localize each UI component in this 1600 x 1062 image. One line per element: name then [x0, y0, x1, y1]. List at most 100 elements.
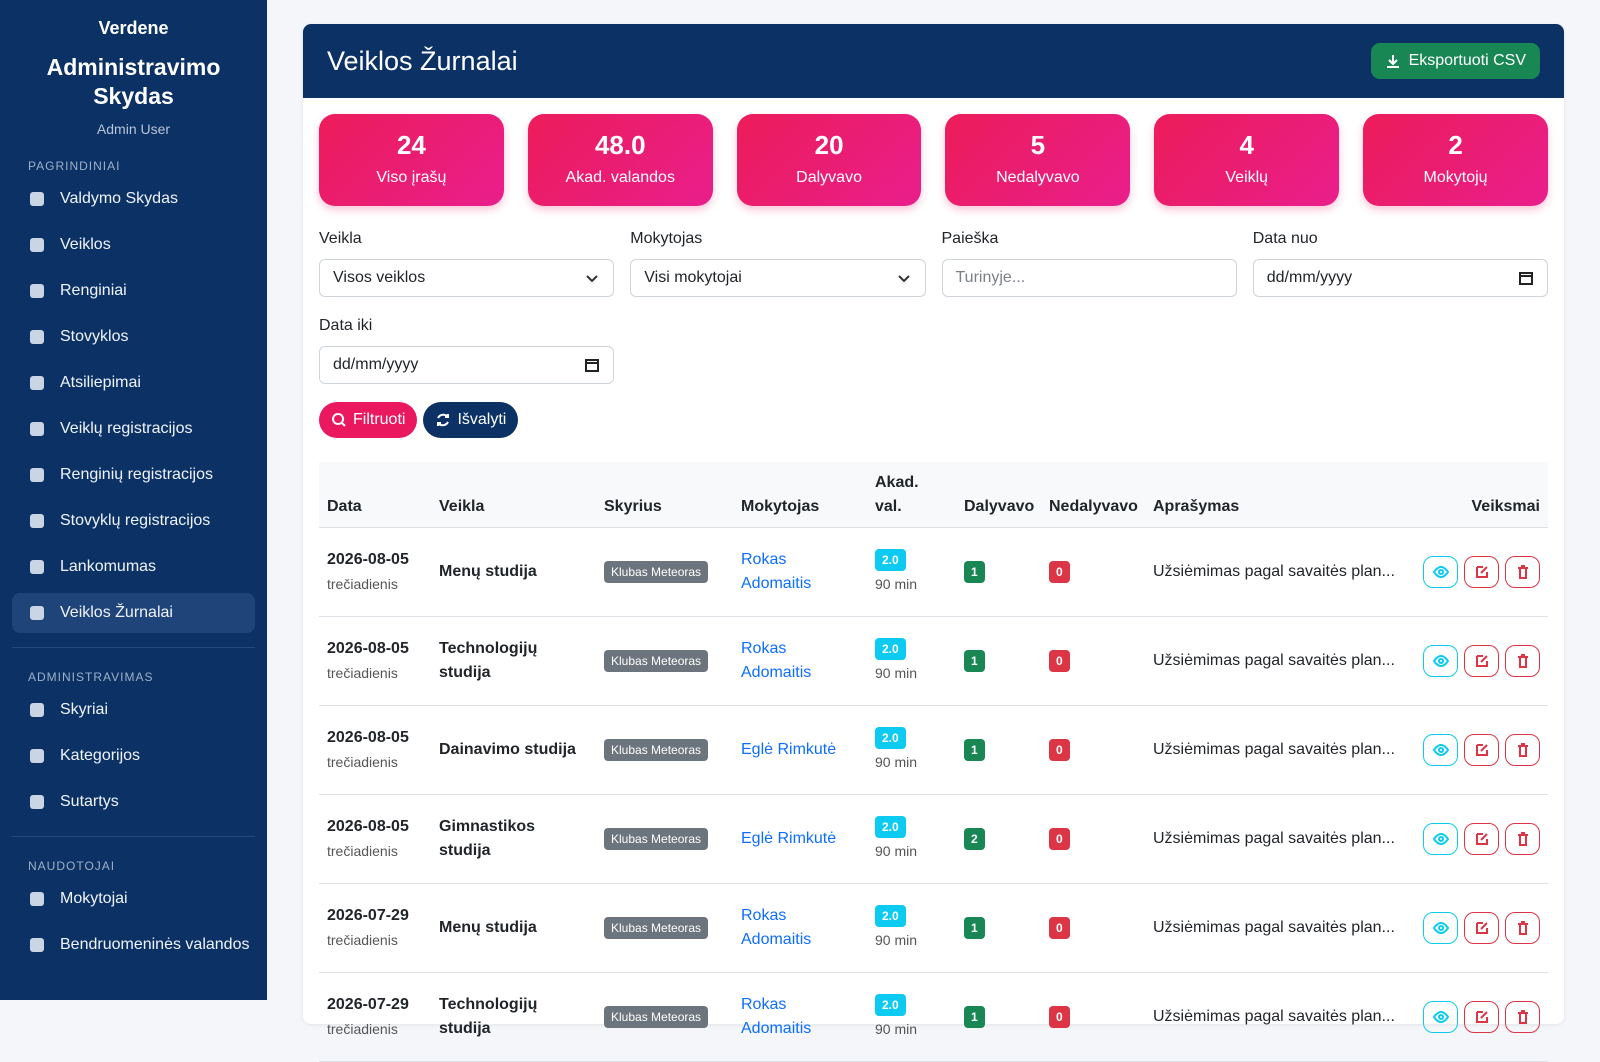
- weekday: trečiadienis: [327, 931, 398, 948]
- column-header: Veiksmai: [1415, 462, 1548, 528]
- filters: Veikla Visos veiklos Mokytojas Visi mokytoj…: [303, 206, 1564, 384]
- view-button[interactable]: [1423, 555, 1458, 588]
- stat-label: Mokytojų: [1423, 169, 1488, 186]
- eye-icon: [1432, 743, 1449, 756]
- edit-icon: [1475, 1010, 1488, 1023]
- absent-cell: 0: [1041, 794, 1145, 884]
- nav-link[interactable]: Valdymo Skydas: [12, 179, 255, 219]
- nav-label: Valdymo Skydas: [60, 190, 178, 207]
- nav-label: Stovyklos: [60, 328, 129, 345]
- chevron-icon: [897, 275, 910, 283]
- stat-card: 48.0 Akad. valandos: [527, 114, 713, 206]
- stats: 24 Viso įrašų 48.0 Akad. valandos 20 Dalyvavo…: [303, 98, 1564, 206]
- export-label: Eksportuoti CSV: [1408, 52, 1526, 69]
- filter-input[interactable]: dd/mm/yyyy: [319, 346, 615, 384]
- teacher-link[interactable]: Rokas Adomaitis: [741, 995, 812, 1037]
- actions: [1423, 644, 1540, 677]
- trash-icon: [1517, 653, 1528, 668]
- nav-link[interactable]: Renginių registracijos: [12, 455, 255, 495]
- trash-icon: [1517, 920, 1528, 935]
- nav-icon: [30, 892, 44, 906]
- delete-button[interactable]: [1505, 644, 1540, 677]
- trash-icon: [1517, 564, 1528, 579]
- delete-button[interactable]: [1505, 1000, 1540, 1033]
- nav-label: Veiklos: [60, 236, 111, 253]
- column-header: Aprašymas: [1145, 462, 1415, 528]
- edit-button[interactable]: [1464, 733, 1499, 766]
- delete-button[interactable]: [1505, 555, 1540, 588]
- nav-link[interactable]: Sutartys: [12, 782, 255, 822]
- search-icon: [332, 413, 346, 427]
- view-button[interactable]: [1423, 644, 1458, 677]
- teacher-cell: Rokas Adomaitis: [733, 527, 867, 617]
- nav-link[interactable]: Stovyklos: [12, 317, 255, 357]
- filter-input[interactable]: Visi mokytojai: [630, 259, 926, 297]
- filter-field: Mokytojas Visi mokytojai: [630, 230, 926, 297]
- view-button[interactable]: [1423, 911, 1458, 944]
- nav-link[interactable]: Veiklos Žurnalai: [12, 593, 255, 633]
- nav-label: Lankomumas: [60, 558, 157, 575]
- view-button[interactable]: [1423, 1000, 1458, 1033]
- department-cell: Klubas Meteoras: [596, 527, 733, 617]
- nav-link[interactable]: Lankomumas: [12, 547, 255, 587]
- filter-button[interactable]: Filtruoti: [319, 402, 418, 438]
- edit-button[interactable]: [1464, 555, 1499, 588]
- edit-button[interactable]: [1464, 644, 1499, 677]
- stat-card: 24 Viso įrašų: [319, 114, 504, 206]
- delete-button[interactable]: [1505, 733, 1540, 766]
- filter-input[interactable]: Turinyje...: [941, 259, 1237, 297]
- activity: Dainavimo studija: [431, 705, 596, 795]
- column-header: Akad. val.: [867, 462, 956, 528]
- department-cell: Klubas Meteoras: [596, 972, 733, 1062]
- nav-label: Veiklų registracijos: [60, 420, 193, 437]
- delete-button[interactable]: [1505, 911, 1540, 944]
- hours-badge: 2.0: [875, 993, 906, 1016]
- description: Užsiėmimas pagal savaitės plan...: [1145, 883, 1415, 973]
- teacher-cell: Rokas Adomaitis: [733, 883, 867, 973]
- description: Užsiėmimas pagal savaitės plan...: [1145, 527, 1415, 617]
- hours-badge: 2.0: [875, 637, 906, 660]
- filter-value: Turinyje...: [955, 269, 1026, 286]
- actions-cell: [1415, 527, 1548, 617]
- stat-label: Veiklų: [1225, 169, 1269, 186]
- department-badge: Klubas Meteoras: [604, 738, 709, 761]
- minutes: 90 min: [875, 842, 918, 859]
- teacher-link[interactable]: Rokas Adomaitis: [741, 639, 812, 681]
- edit-button[interactable]: [1464, 1000, 1499, 1033]
- export-button[interactable]: Eksportuoti CSV: [1370, 43, 1540, 79]
- nav-link[interactable]: Kategorijos: [12, 736, 255, 776]
- nav-label: Atsiliepimai: [60, 374, 141, 391]
- nav-link[interactable]: Veiklos: [12, 225, 255, 265]
- actions: [1423, 1000, 1540, 1033]
- nav-link[interactable]: Bendruomeninės valandos: [12, 925, 255, 965]
- view-button[interactable]: [1423, 822, 1458, 855]
- department-badge: Klubas Meteoras: [604, 560, 709, 583]
- edit-icon: [1475, 654, 1488, 667]
- filter-input[interactable]: Visos veiklos: [319, 259, 615, 297]
- weekday: trečiadienis: [327, 1020, 398, 1037]
- teacher-link[interactable]: Eglė Rimkutė: [741, 829, 837, 847]
- nav-link[interactable]: Stovyklų registracijos: [12, 501, 255, 541]
- nav-link[interactable]: Atsiliepimai: [12, 363, 255, 403]
- nav-link[interactable]: Veiklų registracijos: [12, 409, 255, 449]
- column-header: Nedalyvavo: [1041, 462, 1145, 528]
- minutes: 90 min: [875, 1020, 918, 1037]
- clear-button[interactable]: Išvalyti: [423, 402, 519, 438]
- stat-card: 5 Nedalyvavo: [945, 114, 1131, 206]
- edit-button[interactable]: [1464, 822, 1499, 855]
- stat-value: 48.0: [594, 130, 646, 160]
- teacher-link[interactable]: Eglė Rimkutė: [741, 740, 837, 758]
- teacher-link[interactable]: Rokas Adomaitis: [741, 906, 812, 948]
- nav-link[interactable]: Skyriai: [12, 690, 255, 730]
- nav-link[interactable]: Mokytojai: [12, 879, 255, 919]
- edit-button[interactable]: [1464, 911, 1499, 944]
- nav-link[interactable]: Renginiai: [12, 271, 255, 311]
- attended-badge: 1: [964, 560, 985, 583]
- date-cell: 2026-07-29 trečiadienis: [319, 883, 431, 973]
- delete-button[interactable]: [1505, 822, 1540, 855]
- view-button[interactable]: [1423, 733, 1458, 766]
- teacher-link[interactable]: Rokas Adomaitis: [741, 550, 812, 592]
- nav-icon: [30, 938, 44, 952]
- filter-input[interactable]: dd/mm/yyyy: [1252, 259, 1548, 297]
- edit-icon: [1475, 832, 1488, 845]
